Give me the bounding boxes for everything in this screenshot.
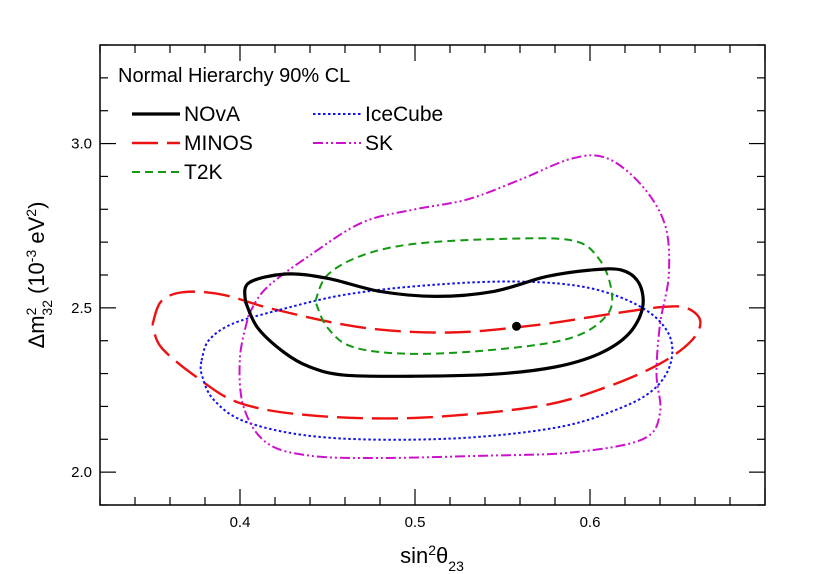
legend-label-nova: NOvA <box>184 103 240 126</box>
contour-layer <box>151 154 702 460</box>
y-tick-label: 3.0 <box>71 136 92 153</box>
contour-sk <box>238 154 671 460</box>
legend-header: Normal Hierarchy 90% CL <box>118 65 350 87</box>
y-axis-title: Δm232(10-3 eV2) <box>23 202 55 349</box>
legend-label-minos: MINOS <box>184 132 253 155</box>
legend: Normal Hierarchy 90% CL NOvA MINOS T2K IceC… <box>118 65 443 184</box>
legend-label-sk: SK <box>365 132 393 155</box>
plot-frame <box>99 44 766 506</box>
legend-label-t2k: T2K <box>184 161 223 184</box>
contour-t2k <box>314 237 614 355</box>
x-tick-label: 0.6 <box>580 514 601 531</box>
contour-nova <box>243 267 645 378</box>
axis-ticks <box>99 44 766 506</box>
axis-tick-labels: 0.4 0.5 0.6 2.0 2.5 3.0 <box>71 136 600 531</box>
x-tick-label: 0.5 <box>405 514 426 531</box>
y-tick-label: 2.0 <box>71 464 92 481</box>
contour-minos <box>151 290 702 420</box>
best-fit-point <box>512 321 521 331</box>
x-tick-label: 0.4 <box>230 514 251 531</box>
x-axis-title: sin2θ23 <box>400 542 464 574</box>
legend-label-icecube: IceCube <box>365 103 443 126</box>
y-tick-label: 2.5 <box>71 300 92 317</box>
